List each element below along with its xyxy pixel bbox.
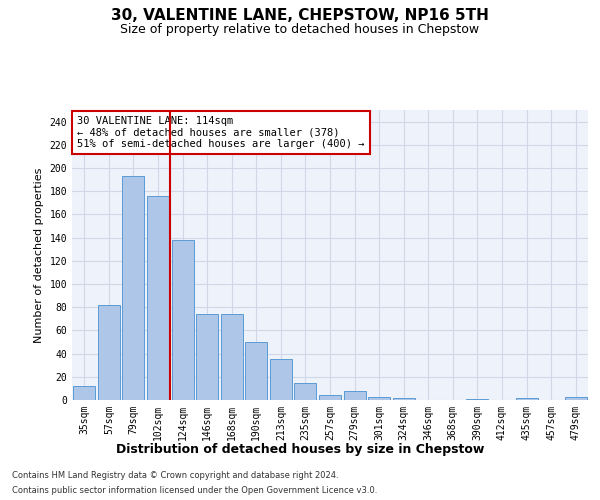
Bar	[221, 314, 243, 400]
Text: Contains public sector information licensed under the Open Government Licence v3: Contains public sector information licen…	[12, 486, 377, 495]
Bar	[270, 360, 292, 400]
Bar	[172, 240, 194, 400]
Text: Contains HM Land Registry data © Crown copyright and database right 2024.: Contains HM Land Registry data © Crown c…	[12, 471, 338, 480]
Bar	[196, 314, 218, 400]
Text: Distribution of detached houses by size in Chepstow: Distribution of detached houses by size …	[116, 442, 484, 456]
Text: Size of property relative to detached houses in Chepstow: Size of property relative to detached ho…	[121, 22, 479, 36]
Bar	[392, 398, 415, 400]
Bar	[565, 396, 587, 400]
Bar	[319, 396, 341, 400]
Y-axis label: Number of detached properties: Number of detached properties	[34, 168, 44, 342]
Bar	[368, 396, 390, 400]
Bar	[98, 305, 120, 400]
Bar	[515, 398, 538, 400]
Bar	[122, 176, 145, 400]
Bar	[73, 386, 95, 400]
Bar	[245, 342, 268, 400]
Bar	[147, 196, 169, 400]
Bar	[344, 390, 365, 400]
Text: 30, VALENTINE LANE, CHEPSTOW, NP16 5TH: 30, VALENTINE LANE, CHEPSTOW, NP16 5TH	[111, 8, 489, 22]
Bar	[466, 399, 488, 400]
Bar	[295, 382, 316, 400]
Text: 30 VALENTINE LANE: 114sqm
← 48% of detached houses are smaller (378)
51% of semi: 30 VALENTINE LANE: 114sqm ← 48% of detac…	[77, 116, 365, 149]
